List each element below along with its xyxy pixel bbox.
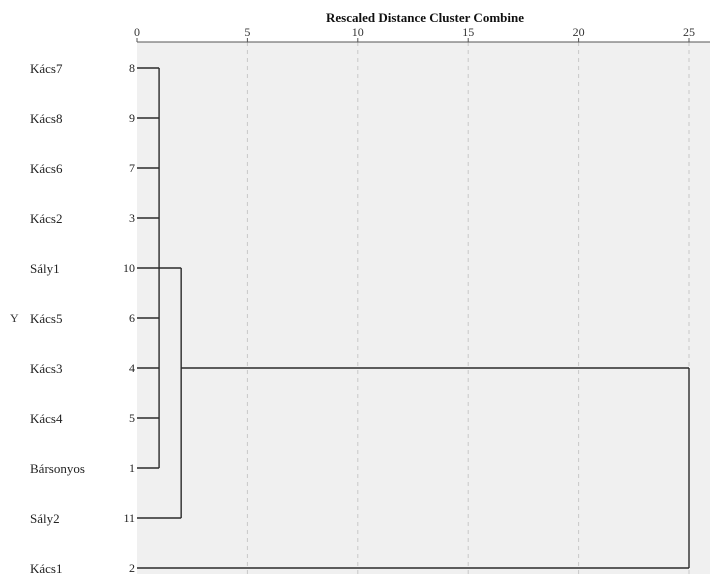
leaf-label: Sály1	[30, 261, 60, 276]
case-number: 2	[129, 561, 135, 574]
plot-area	[137, 42, 710, 574]
leaf-label: Kács8	[30, 111, 63, 126]
grid-lines	[246, 42, 690, 574]
y-axis-label: Y	[10, 311, 19, 325]
x-tick-label: 0	[134, 25, 140, 39]
case-number: 9	[129, 111, 135, 125]
x-tick-label: 5	[244, 25, 250, 39]
case-number: 10	[123, 261, 135, 275]
case-number: 1	[129, 461, 135, 475]
leaf-labels: Kács7 8 Kács8 9 Kács6 7 Kács2 3 Sály1 10 Kács5 6 Kác…	[30, 61, 135, 574]
case-number: 6	[129, 311, 135, 325]
x-tick-label: 15	[462, 25, 474, 39]
leaf-label: Bársonyos	[30, 461, 85, 476]
case-number: 5	[129, 411, 135, 425]
x-axis: 0 5 10 15 20 25	[134, 25, 710, 43]
leaf-label: Kács6	[30, 161, 63, 176]
dendrogram-links	[137, 67, 690, 569]
leaf-label: Kács4	[30, 411, 63, 426]
case-number: 7	[129, 161, 135, 175]
x-tick-label: 10	[352, 25, 364, 39]
leaf-label: Sály2	[30, 511, 60, 526]
leaf-label: Kács1	[30, 561, 63, 574]
case-number: 11	[123, 511, 135, 525]
case-number: 4	[129, 361, 135, 375]
x-tick-label: 25	[683, 25, 695, 39]
case-number: 8	[129, 61, 135, 75]
leaf-label: Kács2	[30, 211, 63, 226]
x-tick-label: 20	[573, 25, 585, 39]
leaf-label: Kács7	[30, 61, 63, 76]
case-number: 3	[129, 211, 135, 225]
chart-title: Rescaled Distance Cluster Combine	[326, 10, 524, 25]
leaf-label: Kács3	[30, 361, 63, 376]
leaf-label: Kács5	[30, 311, 63, 326]
